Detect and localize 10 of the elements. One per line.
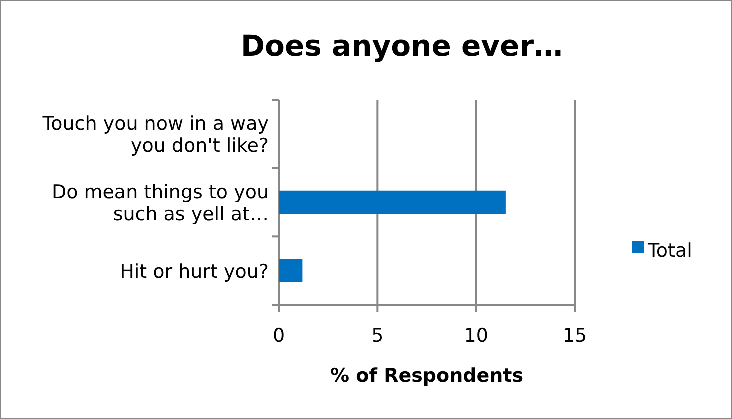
y-tick-label: Hit or hurt you? — [120, 260, 269, 283]
legend-label: Total — [647, 240, 692, 262]
x-tick-label: 0 — [272, 325, 286, 347]
chart-title: Does anyone ever… — [240, 29, 564, 63]
y-tick-label: Touch you now in a way you don't like? — [42, 113, 269, 158]
x-axis-title: % of Respondents — [330, 365, 524, 387]
x-tick-label: 15 — [562, 325, 588, 347]
x-tick-label: 5 — [372, 325, 384, 347]
x-tick-label: 10 — [464, 325, 488, 347]
y-tick-label: Do mean things to you such as yell at… — [52, 182, 269, 226]
